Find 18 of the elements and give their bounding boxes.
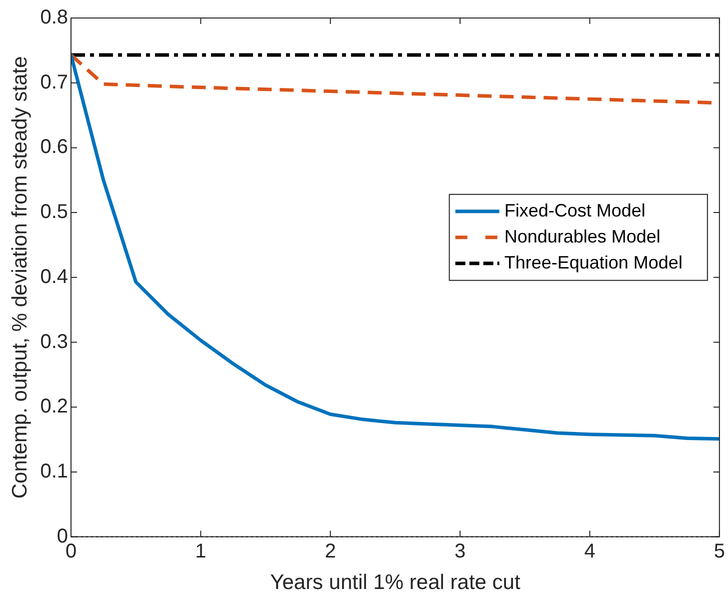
y-tick-label: 0.3 (40, 330, 68, 353)
x-tick-label: 3 (454, 540, 466, 562)
legend-label: Nondurables Model (504, 226, 660, 246)
y-tick-label: 0.2 (40, 396, 68, 418)
y-axis-title: Contemp. output, % deviation from steady state (8, 56, 32, 499)
y-tick-label: 0.4 (40, 266, 68, 288)
x-tick-label: 1 (195, 540, 206, 562)
x-tick-label: 2 (324, 540, 336, 562)
y-tick-label: 0.6 (40, 136, 68, 158)
legend-label: Fixed-Cost Model (504, 200, 646, 220)
y-tick-label: 0.1 (40, 460, 68, 482)
y-tick-label: 0.7 (40, 71, 68, 94)
y-tick-label: 0.5 (40, 201, 68, 224)
y-tick-label: 0.8 (40, 6, 68, 29)
x-tick-label: 5 (714, 540, 725, 562)
x-tick-label: 4 (584, 540, 596, 562)
x-axis-title: Years until 1% real rate cut (270, 571, 520, 594)
legend-label: Three-Equation Model (504, 252, 682, 272)
